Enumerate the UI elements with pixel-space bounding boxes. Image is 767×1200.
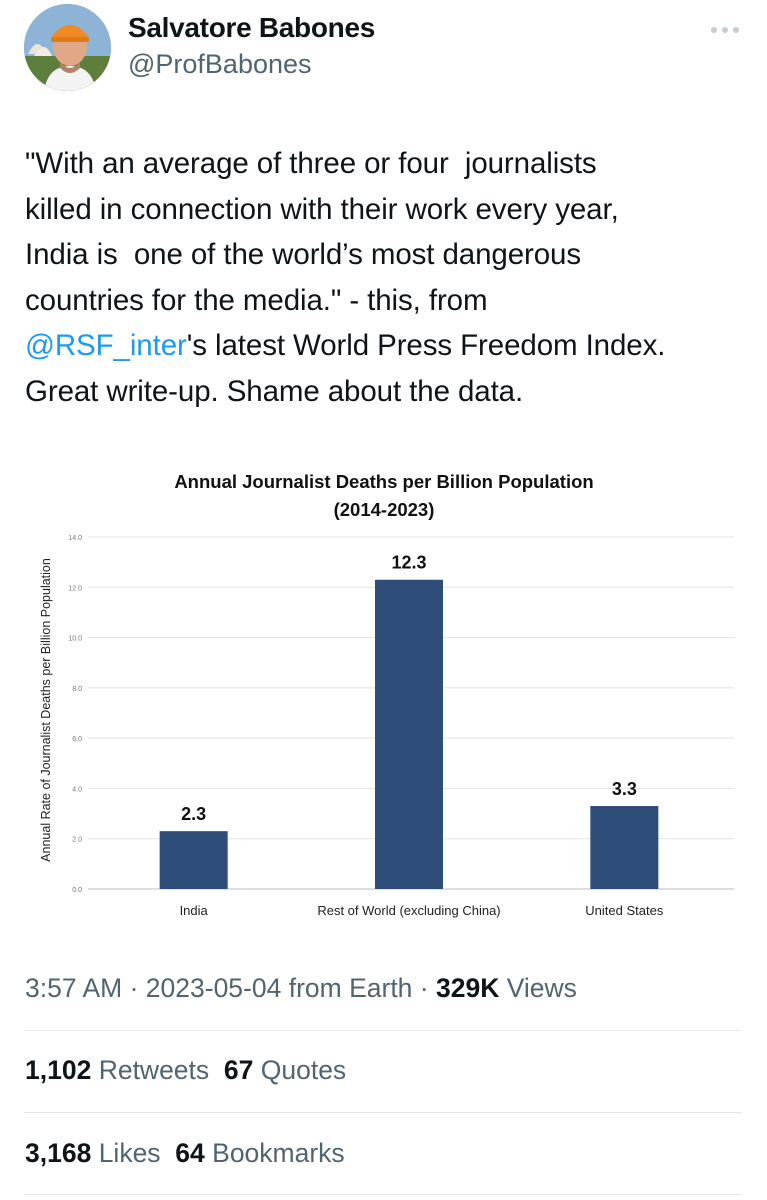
y-tick-label: 6.0	[72, 736, 82, 743]
avatar[interactable]	[24, 4, 111, 91]
y-axis-ticks: 0.0 2.0 4.0 6.0 8.0 10.0 12.0 14.0	[68, 535, 82, 894]
chart-title-line-1: Annual Journalist Deaths per Billion Pop…	[174, 471, 593, 492]
data-label: 12.3	[391, 553, 426, 573]
y-tick-label: 10.0	[68, 636, 82, 643]
bar-chart: Annual Journalist Deaths per Billion Pop…	[39, 471, 734, 918]
tweet-text-line: India is one of the world’s most dangero…	[25, 238, 581, 272]
views-label: Views	[499, 973, 577, 1003]
y-tick-label: 12.0	[68, 585, 82, 592]
divider	[24, 1112, 742, 1113]
data-label: 2.3	[181, 804, 206, 824]
y-tick-label: 8.0	[72, 686, 82, 693]
bookmarks-label: Bookmarks	[204, 1138, 345, 1168]
x-tick-label: United States	[585, 903, 664, 918]
tweet-meta: 3:57 AM · 2023-05-04 from Earth · 329K V…	[25, 973, 577, 1004]
author-name[interactable]: Salvatore Babones	[128, 12, 375, 43]
x-tick-label: Rest of World (excluding China)	[317, 903, 500, 918]
quotes-label: Quotes	[253, 1055, 347, 1085]
y-tick-label: 0.0	[72, 887, 82, 894]
meta-separator: ·	[122, 973, 146, 1003]
y-tick-label: 4.0	[72, 786, 82, 793]
tweet-text-line: Great write-up. Shame about the data.	[25, 374, 524, 408]
chart-title-line-2: (2014-2023)	[334, 499, 435, 520]
likes-link[interactable]: 3,168 Likes	[25, 1138, 161, 1168]
tweet-time[interactable]: 3:57 AM	[25, 973, 123, 1003]
author-handle[interactable]: @ProfBabones	[128, 49, 312, 79]
tweet-text-line: killed in connection with their work eve…	[25, 192, 619, 226]
views-count: 329K	[436, 973, 500, 1003]
bookmarks-count: 64	[175, 1138, 205, 1168]
bookmarks-link[interactable]: 64 Bookmarks	[175, 1138, 344, 1168]
engagement-row-2: 3,168 Likes 64 Bookmarks	[25, 1138, 345, 1169]
tweet-text-line: @RSF_inter's latest World Press Freedom …	[25, 323, 750, 369]
tweet-source: from Earth	[281, 973, 413, 1003]
data-label: 3.3	[612, 779, 637, 799]
y-tick-label: 2.0	[72, 837, 82, 844]
likes-label: Likes	[91, 1138, 161, 1168]
retweets-link[interactable]: 1,102 Retweets	[25, 1055, 209, 1085]
x-tick-label: India	[180, 903, 209, 918]
tweet-date[interactable]: 2023-05-04	[145, 973, 282, 1003]
mention-link[interactable]: @RSF_inter	[25, 329, 187, 363]
chart-bar	[375, 579, 443, 889]
engagement-row-1: 1,102 Retweets 67 Quotes	[25, 1055, 346, 1086]
quotes-link[interactable]: 67 Quotes	[224, 1055, 346, 1085]
x-axis-labels: India Rest of World (excluding China) Unit…	[180, 903, 664, 918]
chart-image[interactable]: Annual Journalist Deaths per Billion Pop…	[24, 460, 742, 926]
tweet-text-line: "With an average of three or four journa…	[25, 147, 597, 180]
divider	[24, 1194, 742, 1195]
tweet-text-segment: 's latest World Press Freedom Index.	[186, 329, 666, 363]
tweet-text: "With an average of three or four journa…	[25, 141, 750, 415]
quotes-count: 67	[223, 1055, 254, 1085]
chart-bar	[159, 831, 228, 889]
divider	[24, 1030, 742, 1031]
retweets-label: Retweets	[91, 1055, 210, 1085]
avatar-photo	[24, 4, 111, 91]
retweets-count: 1,102	[25, 1055, 92, 1085]
data-labels: 2.3 12.3 3.3	[181, 553, 637, 824]
chart-bars	[159, 579, 659, 889]
y-axis-label: Annual Rate of Journalist Deaths per Bil…	[39, 558, 53, 862]
meta-separator: ·	[412, 973, 436, 1003]
y-tick-label: 14.0	[68, 535, 82, 542]
chart-bar	[590, 806, 659, 889]
more-options-icon[interactable]	[708, 18, 742, 42]
likes-count: 3,168	[25, 1138, 92, 1168]
tweet-text-line: countries for the media." - this, from	[25, 283, 488, 317]
